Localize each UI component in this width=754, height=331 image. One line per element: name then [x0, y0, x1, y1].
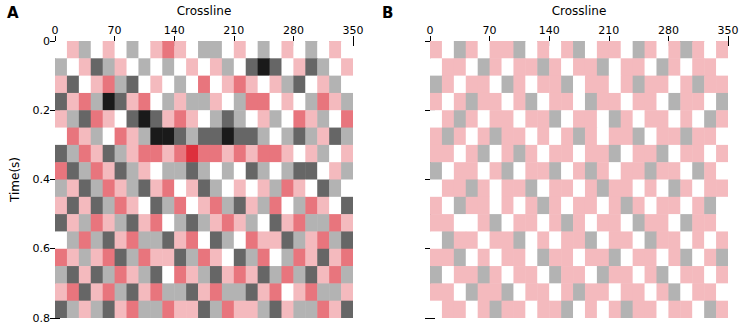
svg-text:280: 280 [658, 24, 679, 37]
svg-text:0: 0 [427, 24, 434, 37]
svg-text:280: 280 [283, 24, 304, 37]
svg-text:70: 70 [483, 24, 497, 37]
svg-text:350: 350 [718, 24, 739, 37]
svg-text:70: 70 [108, 24, 122, 37]
svg-text:210: 210 [223, 24, 244, 37]
svg-text:0.6: 0.6 [33, 242, 51, 255]
svg-text:140: 140 [164, 24, 185, 37]
svg-text:0: 0 [43, 35, 50, 48]
svg-text:0: 0 [52, 24, 59, 37]
svg-text:0.4: 0.4 [33, 173, 51, 186]
svg-text:140: 140 [539, 24, 560, 37]
svg-text:0.8: 0.8 [33, 312, 51, 325]
svg-text:Time(s): Time(s) [8, 157, 22, 203]
svg-text:A: A [7, 4, 19, 22]
svg-text:0.2: 0.2 [33, 104, 51, 117]
svg-text:350: 350 [343, 24, 364, 37]
svg-text:210: 210 [598, 24, 619, 37]
svg-text:B: B [382, 4, 393, 22]
svg-text:Crossline: Crossline [177, 4, 232, 18]
svg-text:Crossline: Crossline [552, 4, 607, 18]
